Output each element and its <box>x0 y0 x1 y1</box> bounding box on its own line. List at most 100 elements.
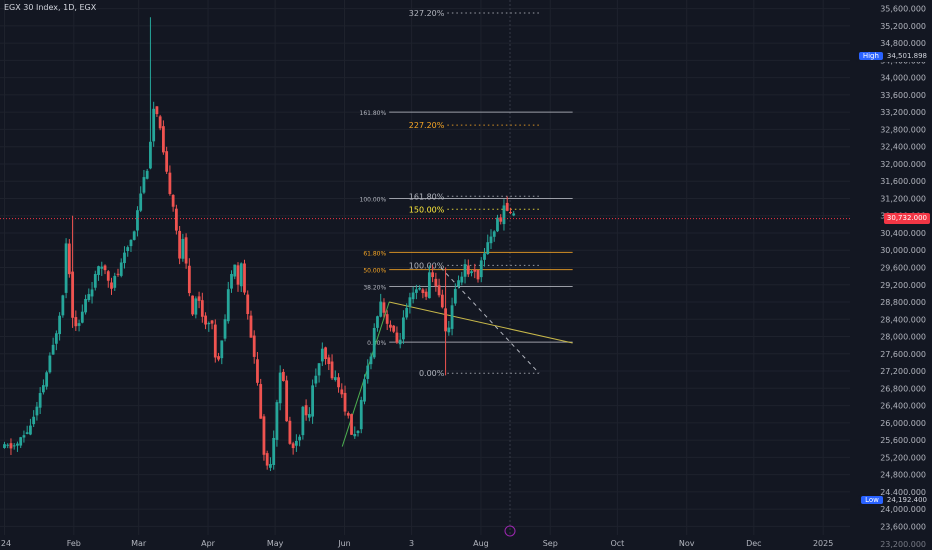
candle-body <box>492 231 496 237</box>
fib-level-label: 38.20% <box>363 284 386 291</box>
candle-body <box>178 230 182 259</box>
price-tick-label: 24,400.000 <box>880 488 926 497</box>
candle-body <box>256 359 259 383</box>
candle-body <box>411 292 415 300</box>
candle-body <box>197 296 201 301</box>
time-axis[interactable]: 24 Feb Mar Apr May Jun 3 Aug Sep Oct Nov Dec 2025 <box>1 525 833 548</box>
candle-body <box>408 297 412 307</box>
price-tick-label: 30,000.000 <box>880 246 926 255</box>
price-tick-label: 35,200.000 <box>880 22 926 31</box>
candle-body <box>152 108 156 142</box>
candle-body <box>453 288 457 304</box>
candle-body <box>187 265 191 294</box>
fib-level-label: 0.00% <box>419 369 445 378</box>
price-tick-label: 27,600.000 <box>880 350 926 359</box>
event-marker-icon <box>504 525 516 537</box>
candle-body <box>132 231 136 240</box>
candle-body <box>418 288 422 290</box>
candle-body <box>100 266 104 269</box>
candle-body <box>369 356 373 365</box>
price-tick-label: 26,000.000 <box>880 419 926 428</box>
fib-level-label: 0.00% <box>367 340 386 347</box>
time-tick-label: Dec <box>746 539 761 548</box>
last-price-badge: 30,732.000 <box>883 213 930 225</box>
candle-body <box>450 305 454 329</box>
candle-body <box>272 437 276 465</box>
candle-body <box>97 266 100 275</box>
candle-body <box>45 372 49 387</box>
candle-body <box>3 444 6 448</box>
time-tick-label: May <box>267 539 284 548</box>
candle-body <box>194 298 198 315</box>
time-tick-label: 2025 <box>813 539 833 548</box>
price-tick-label: 28,400.000 <box>880 315 926 324</box>
candle-body <box>340 389 344 395</box>
candle-body <box>145 170 149 179</box>
fib-level-label: 227.20% <box>409 121 445 130</box>
price-tick-label: 23,600.000 <box>880 522 926 531</box>
time-tick-label: 24 <box>1 539 11 548</box>
candle-body <box>155 106 159 115</box>
trend-lines <box>341 267 573 447</box>
candle-body <box>41 385 45 393</box>
candle-body <box>110 282 113 289</box>
candle-body <box>473 269 477 272</box>
candle-body <box>363 379 366 402</box>
candle-body <box>113 275 117 288</box>
candle-body <box>38 393 42 408</box>
price-tick-label: 26,400.000 <box>880 402 926 411</box>
candle-body <box>424 291 428 297</box>
fib-level-label: 161.80% <box>409 192 445 201</box>
candle-body <box>184 237 188 264</box>
candle-body <box>385 314 389 324</box>
fib-level-label: 150.00% <box>409 205 445 214</box>
candle-body <box>437 285 441 296</box>
candle-body <box>93 273 97 288</box>
candle-body <box>353 434 357 437</box>
trend-line <box>341 301 390 447</box>
candle-body <box>476 270 480 280</box>
candle-body <box>181 238 185 259</box>
candle-body <box>392 325 396 332</box>
price-axis[interactable]: 23,600.000 24,000.000 24,400.000 24,800.000… <box>850 0 932 550</box>
candle-body <box>275 402 279 440</box>
candle-body <box>217 356 220 360</box>
candle-body <box>489 236 493 244</box>
candle-body <box>298 436 302 441</box>
time-tick-label: 3 <box>409 539 414 548</box>
candle-body <box>262 416 266 455</box>
candle-body <box>440 294 444 308</box>
candle-body <box>71 271 74 318</box>
candle-body <box>158 116 162 129</box>
candle-body <box>165 151 169 172</box>
candle-body <box>324 347 327 360</box>
time-tick-label: Apr <box>201 539 216 548</box>
candle-body <box>457 280 460 287</box>
price-tick-label: 32,400.000 <box>880 143 926 152</box>
trend-line <box>389 301 573 344</box>
candle-body <box>29 425 32 435</box>
candle-body <box>460 276 464 283</box>
time-tick-label: Feb <box>67 539 81 548</box>
candle-body <box>343 392 347 412</box>
candle-body <box>395 332 399 343</box>
candle-body <box>314 375 318 384</box>
candle-body <box>285 380 289 422</box>
fib-level-label: 327.20% <box>409 9 445 18</box>
price-tick-label: 31,200.000 <box>880 194 926 203</box>
fib-level-label: 100.00% <box>360 196 387 203</box>
candle-body <box>54 333 58 344</box>
candle-body <box>350 414 353 435</box>
candle-body <box>405 307 409 318</box>
candle-body <box>123 252 126 264</box>
time-tick-label: Aug <box>473 539 489 548</box>
time-tick-label: Sep <box>543 539 558 548</box>
candle-body <box>223 319 227 339</box>
candle-body <box>414 289 418 293</box>
candle-body <box>337 377 340 388</box>
candle-body <box>246 294 250 315</box>
time-tick-label: Mar <box>131 539 147 548</box>
fibonacci-levels: 161.80% 100.00% 61.80% 50.00% 38.20% 0.00% 327… <box>360 9 573 378</box>
candle-body <box>427 272 431 299</box>
